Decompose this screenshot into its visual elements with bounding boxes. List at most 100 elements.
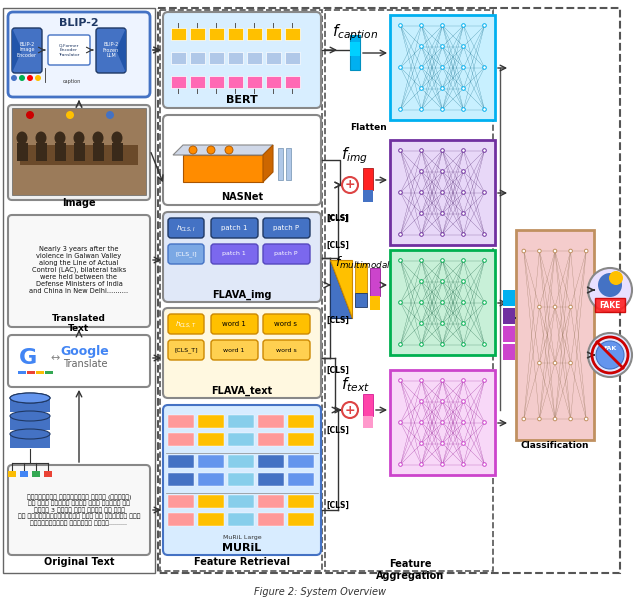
Text: patch 1: patch 1 <box>221 225 247 231</box>
Circle shape <box>569 249 572 253</box>
Text: Original Text: Original Text <box>44 557 115 567</box>
Text: [CLS]: [CLS] <box>326 425 349 434</box>
Circle shape <box>35 75 41 81</box>
Circle shape <box>584 249 588 253</box>
Text: word 1: word 1 <box>223 347 244 352</box>
Bar <box>27 371 35 374</box>
Bar <box>190 52 205 64</box>
Circle shape <box>399 421 403 424</box>
Circle shape <box>399 343 403 346</box>
Bar <box>288 473 314 486</box>
Ellipse shape <box>35 131 47 145</box>
Bar <box>198 495 224 508</box>
Bar <box>160 10 322 571</box>
FancyBboxPatch shape <box>263 340 310 360</box>
FancyBboxPatch shape <box>168 244 204 264</box>
Circle shape <box>483 66 486 69</box>
Bar <box>370 296 380 310</box>
Bar <box>228 473 254 486</box>
Text: [CLS]: [CLS] <box>326 241 349 250</box>
FancyBboxPatch shape <box>8 12 150 97</box>
Circle shape <box>441 23 444 27</box>
Text: +: + <box>345 179 355 191</box>
Bar <box>503 308 515 324</box>
Circle shape <box>441 66 444 69</box>
Circle shape <box>441 463 444 466</box>
FancyBboxPatch shape <box>211 218 258 238</box>
Circle shape <box>483 149 486 152</box>
Circle shape <box>553 249 557 253</box>
Circle shape <box>483 343 486 346</box>
FancyBboxPatch shape <box>163 212 321 302</box>
Circle shape <box>420 301 423 304</box>
Bar <box>363 416 373 428</box>
Text: BERT: BERT <box>226 95 258 105</box>
Circle shape <box>584 417 588 421</box>
Circle shape <box>483 23 486 27</box>
Text: Feature
Aggregation: Feature Aggregation <box>376 559 444 581</box>
Circle shape <box>596 341 624 369</box>
Circle shape <box>538 249 541 253</box>
Bar <box>168 415 194 428</box>
Circle shape <box>420 379 423 382</box>
Bar <box>258 473 284 486</box>
Circle shape <box>225 146 233 154</box>
Circle shape <box>441 301 444 304</box>
Bar <box>355 263 367 293</box>
Text: Q-Former
Encoder
Translator: Q-Former Encoder Translator <box>58 43 80 56</box>
Circle shape <box>207 146 215 154</box>
Circle shape <box>483 233 486 236</box>
Bar <box>258 513 284 526</box>
FancyBboxPatch shape <box>8 215 150 327</box>
Bar <box>190 28 205 40</box>
Bar <box>112 143 123 161</box>
Bar <box>288 513 314 526</box>
Bar <box>370 268 380 296</box>
Circle shape <box>342 402 358 418</box>
Bar <box>266 76 281 88</box>
Bar <box>228 513 254 526</box>
Circle shape <box>420 23 423 27</box>
Circle shape <box>461 259 465 262</box>
Text: FAKE: FAKE <box>599 301 621 310</box>
Circle shape <box>461 170 465 173</box>
Text: Nearly 3 years after the
violence in Galwan Valley
along the Line of Actual
Cont: Nearly 3 years after the violence in Gal… <box>29 246 129 294</box>
Bar <box>285 28 300 40</box>
Bar <box>258 495 284 508</box>
Circle shape <box>66 111 74 119</box>
Circle shape <box>461 45 465 48</box>
Bar <box>158 8 620 573</box>
Bar <box>228 28 243 40</box>
Text: word s: word s <box>276 347 296 352</box>
Circle shape <box>441 107 444 112</box>
Circle shape <box>553 417 557 421</box>
Circle shape <box>420 233 423 236</box>
Bar <box>390 250 495 355</box>
Bar <box>168 455 194 468</box>
Circle shape <box>399 149 403 152</box>
Text: ↔: ↔ <box>51 353 60 363</box>
Text: $h_{CLS,I}$: $h_{CLS,I}$ <box>176 223 196 233</box>
Circle shape <box>588 268 632 312</box>
Circle shape <box>420 280 423 283</box>
Polygon shape <box>183 155 263 182</box>
Bar <box>168 473 194 486</box>
Bar <box>198 415 224 428</box>
Text: FAK: FAK <box>604 346 616 350</box>
Circle shape <box>609 271 623 285</box>
Circle shape <box>26 111 34 119</box>
Ellipse shape <box>93 131 104 145</box>
Circle shape <box>420 259 423 262</box>
Circle shape <box>461 212 465 215</box>
Text: वास्तविक नियंत्रण रेखा (एलएसी)
से लगी गलवान घाटी में हिंसा के
करीब 3 वर्ष बाद भा: वास्तविक नियंत्रण रेखा (एलएसी) से लगी गल… <box>18 494 140 526</box>
Circle shape <box>461 149 465 152</box>
FancyBboxPatch shape <box>163 405 321 555</box>
Text: G: G <box>19 348 37 368</box>
FancyBboxPatch shape <box>8 465 150 555</box>
Text: caption: caption <box>63 79 81 83</box>
Text: patch P: patch P <box>275 251 298 257</box>
Bar <box>209 76 224 88</box>
Bar <box>503 326 515 342</box>
Circle shape <box>483 107 486 112</box>
Bar <box>209 52 224 64</box>
